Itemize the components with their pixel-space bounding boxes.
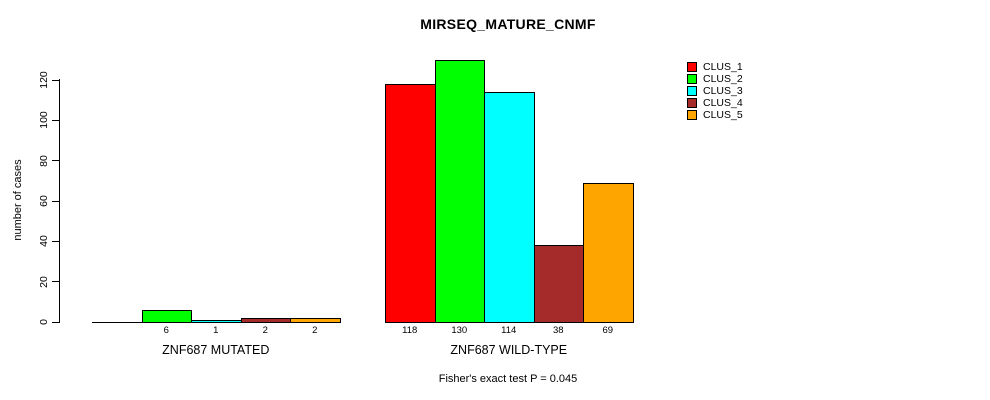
y-tick-label: 120 [38,71,50,89]
legend-swatch-icon [687,98,697,108]
legend-swatch-icon [687,62,697,72]
legend-label: CLUS_5 [703,109,743,121]
y-tick-label: 0 [38,319,50,325]
legend-row-clus_1: CLUS_1 [687,62,743,72]
bar-clus_4-mutated [240,318,291,323]
bar-clus_4-wild-type [533,245,584,323]
bar-value-label: 69 [602,325,614,336]
y-axis-label: number of cases [12,159,24,241]
legend-label: CLUS_3 [703,85,743,97]
legend-row-clus_2: CLUS_2 [687,74,743,84]
y-tick-label: 20 [38,275,50,288]
bar-value-label: 6 [163,325,169,336]
bar-clus_3-wild-type [484,92,535,323]
bar-clus_2-wild-type [434,60,485,323]
bar-value-label: 118 [402,325,418,336]
legend-row-clus_4: CLUS_4 [687,98,743,108]
bar-value-label: 2 [262,325,268,336]
chart-title: MIRSEQ_MATURE_CNMF [420,16,596,32]
y-tick-label: 60 [38,195,50,207]
bar-clus_5-mutated [290,318,341,323]
y-tick-label: 80 [38,154,50,167]
bar-clus_2-mutated [141,310,192,323]
y-tick-line [52,79,59,81]
y-axis-line [59,79,60,323]
bar-value-label: 130 [451,325,468,336]
legend-swatch-icon [687,74,697,84]
legend-label: CLUS_2 [703,73,743,85]
legend-row-clus_5: CLUS_5 [687,110,743,120]
y-tick-line [52,160,59,162]
bar-value-label: 1 [213,325,219,336]
y-tick-label: 100 [38,111,50,130]
group-label-wild-type: ZNF687 WILD-TYPE [450,343,568,357]
footnote-fisher-test: Fisher's exact test P = 0.045 [438,373,578,385]
legend-swatch-icon [687,86,697,96]
legend-row-clus_3: CLUS_3 [687,86,743,96]
y-tick-line [52,119,59,121]
legend-label: CLUS_4 [703,97,743,109]
bar-value-label: 114 [501,325,517,336]
bar-clus_1-wild-type [385,84,436,323]
y-tick-line [52,240,59,242]
legend-swatch-icon [687,110,697,120]
group-label-mutated: ZNF687 MUTATED [162,343,270,357]
y-tick-line [52,321,59,323]
y-tick-line [52,200,59,202]
legend: CLUS_1 CLUS_2 CLUS_3 CLUS_4 CLUS_5 [687,62,743,122]
bar-clus_3-mutated [191,320,242,323]
y-tick-label: 40 [38,235,50,248]
bar-value-label: 2 [312,325,318,336]
bar-value-label: 38 [552,325,564,336]
y-tick-line [52,281,59,283]
bar-clus_5-wild-type [583,183,634,323]
legend-label: CLUS_1 [703,61,743,73]
